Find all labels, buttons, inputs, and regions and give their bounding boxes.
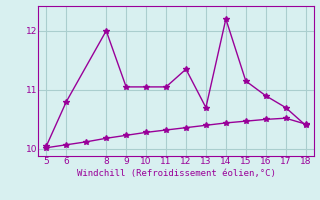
- X-axis label: Windchill (Refroidissement éolien,°C): Windchill (Refroidissement éolien,°C): [76, 169, 276, 178]
